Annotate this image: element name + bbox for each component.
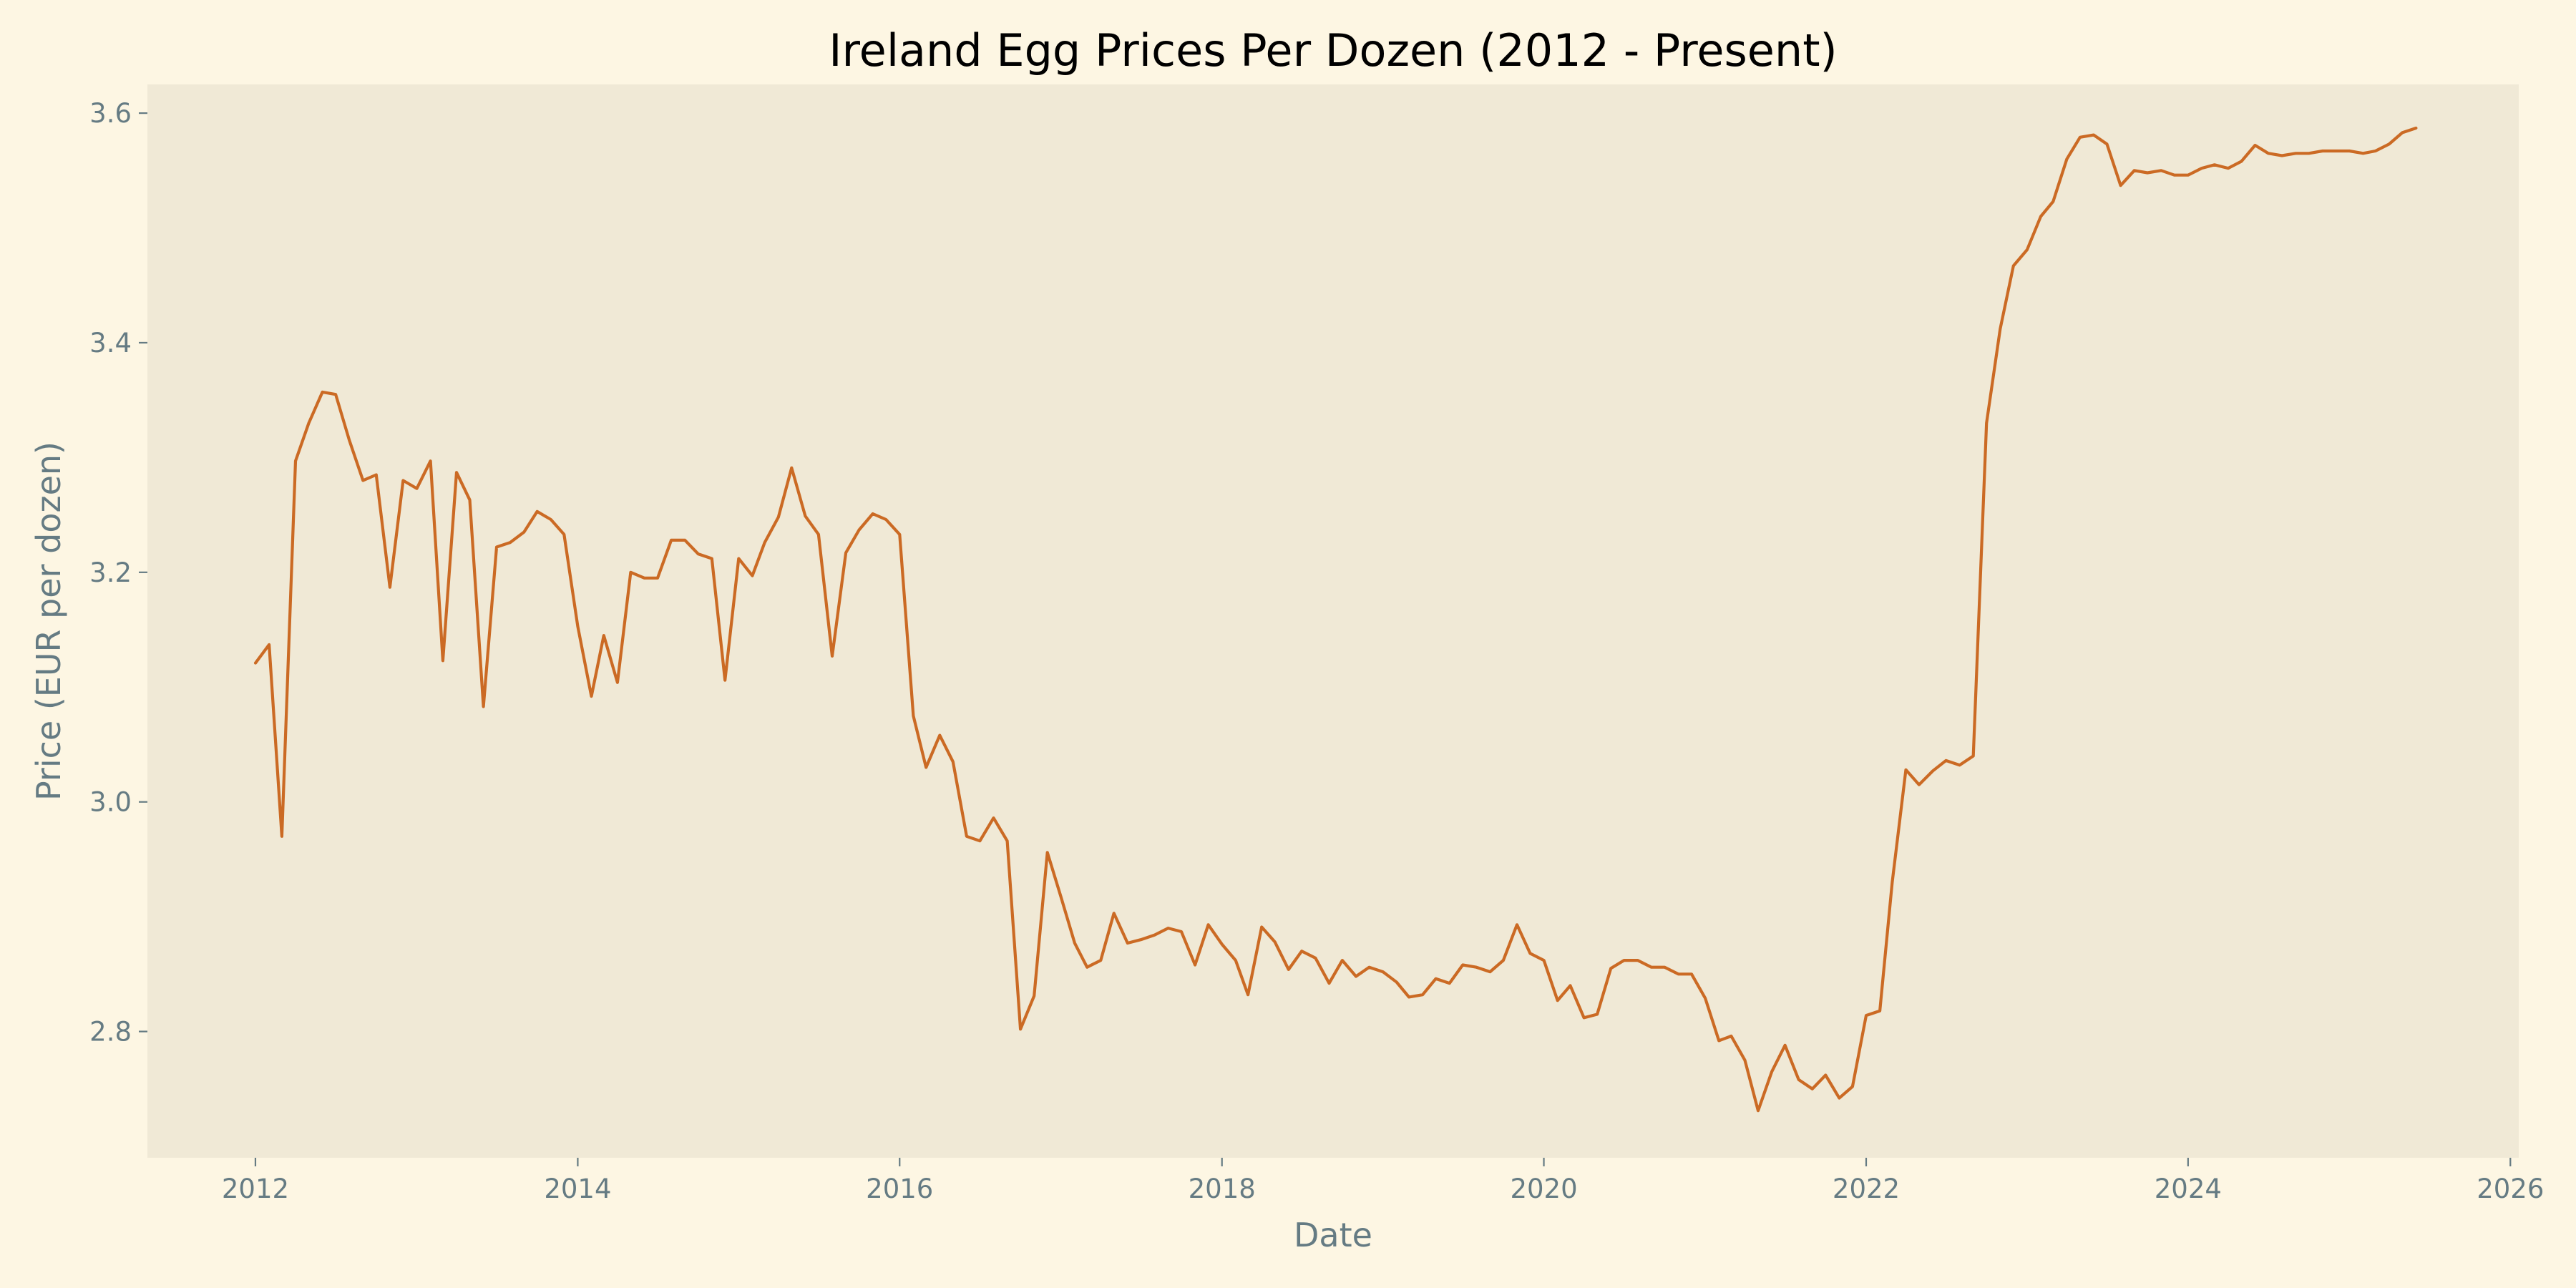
y-tick-label: 3.6 xyxy=(89,98,132,129)
x-axis-label: Date xyxy=(1294,1216,1372,1254)
price-series-line xyxy=(253,126,2418,1113)
y-tick-label: 2.8 xyxy=(89,1017,132,1048)
y-axis-ticks: 2.8 3.0 3.2 3.4 3.6 xyxy=(89,98,147,1048)
x-tick-label: 2026 xyxy=(2477,1174,2544,1204)
y-axis-label: Price (EUR per dozen) xyxy=(29,441,68,801)
x-tick-label: 2018 xyxy=(1189,1174,1256,1204)
y-tick-label: 3.2 xyxy=(89,557,132,588)
y-tick-label: 3.4 xyxy=(89,328,132,358)
x-tick-label: 2020 xyxy=(1510,1174,1577,1204)
y-tick-label: 3.0 xyxy=(89,787,132,818)
x-tick-label: 2022 xyxy=(1833,1174,1900,1204)
x-axis-ticks: 2012 2014 2016 2018 2020 2022 2024 2026 xyxy=(222,1158,2544,1204)
chart-title: Ireland Egg Prices Per Dozen (2012 - Pre… xyxy=(829,24,1837,77)
x-tick-label: 2014 xyxy=(544,1174,611,1204)
x-tick-label: 2024 xyxy=(2155,1174,2222,1204)
x-tick-label: 2016 xyxy=(866,1174,933,1204)
plot-area xyxy=(147,84,2519,1158)
x-tick-label: 2012 xyxy=(222,1174,289,1204)
